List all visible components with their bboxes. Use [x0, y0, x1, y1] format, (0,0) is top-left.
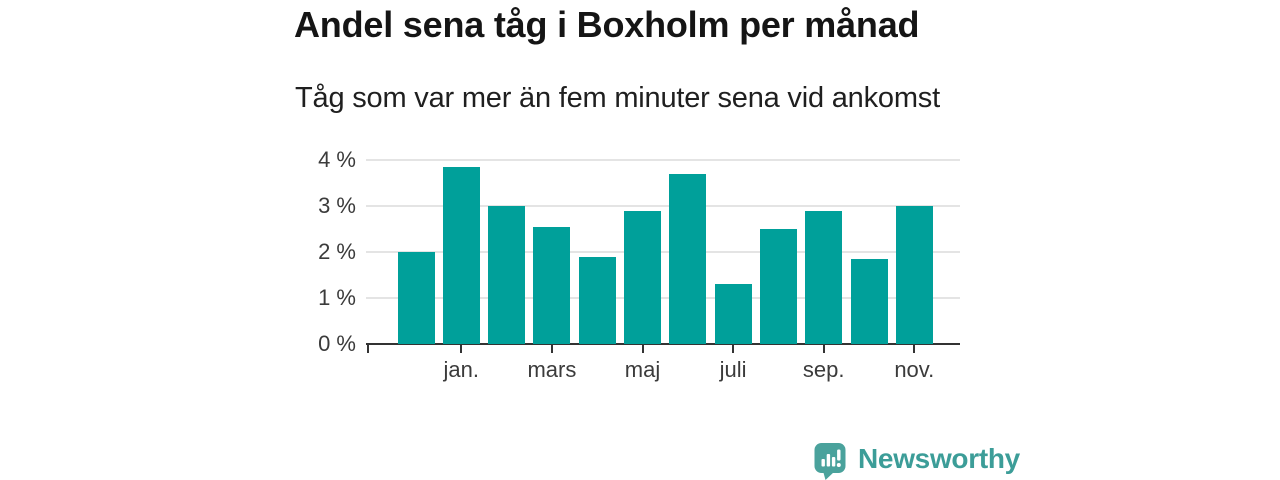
x-tick-label: mars	[527, 357, 577, 382]
x-axis-tick	[822, 345, 825, 353]
gridline-4pct	[366, 159, 960, 161]
x-axis-line	[366, 342, 960, 345]
chart-subtitle: Tåg som var mer än fem minuter sena vid …	[295, 82, 940, 114]
x-tick-label: nov.	[894, 357, 935, 382]
y-tick-label: 1 %	[318, 285, 356, 310]
gridline-3pct	[366, 205, 960, 207]
bar	[669, 173, 707, 344]
bar	[759, 229, 797, 344]
chart-title: Andel sena tåg i Boxholm per månad	[294, 4, 920, 45]
x-axis-tick	[550, 345, 553, 353]
bar	[850, 258, 888, 344]
bar	[533, 226, 571, 344]
y-tick-label: 4 %	[318, 147, 356, 172]
y-axis-labels: 4 % 3 % 2 % 1 % 0 %	[276, 147, 356, 356]
x-axis-tick	[732, 345, 735, 353]
x-axis-tick	[913, 345, 916, 353]
gridline-2pct	[366, 251, 960, 253]
gridline-1pct	[366, 297, 960, 299]
bar	[895, 206, 933, 344]
x-axis-tick	[460, 345, 463, 353]
x-axis-tick	[641, 345, 644, 353]
x-tick-label: maj	[624, 357, 661, 382]
bar	[397, 252, 435, 344]
bar	[488, 206, 526, 344]
newsworthy-bubble-icon	[814, 443, 846, 480]
x-tick-label: sep.	[802, 357, 845, 382]
newsworthy-logo: Newsworthy	[813, 442, 1020, 480]
bar	[805, 210, 843, 344]
bar	[578, 256, 616, 344]
x-tick-label: jan.	[443, 357, 480, 382]
y-tick-label: 3 %	[318, 193, 356, 218]
y-tick-label: 0 %	[318, 331, 356, 356]
x-axis-start-tick	[367, 345, 369, 353]
y-tick-label: 2 %	[318, 239, 356, 264]
bar-chart-plot-area	[366, 159, 960, 353]
bar	[624, 210, 661, 344]
bar	[442, 166, 480, 344]
bar	[714, 284, 752, 344]
newsworthy-logo-text: Newsworthy	[858, 443, 1020, 474]
x-tick-label: juli	[719, 357, 747, 382]
